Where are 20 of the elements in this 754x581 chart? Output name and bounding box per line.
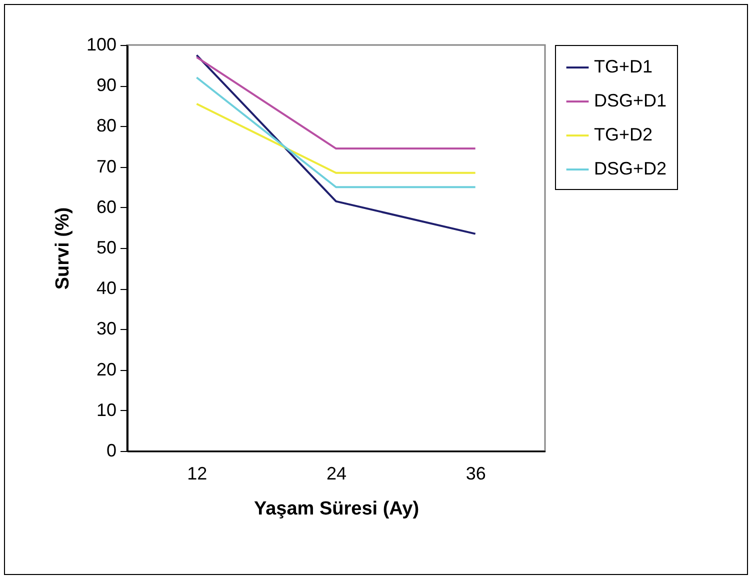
- y-tick-label: 40: [96, 278, 116, 298]
- y-tick-label: 90: [96, 75, 116, 96]
- y-tick-label: 0: [106, 440, 116, 460]
- y-tick-label: 30: [96, 318, 116, 339]
- x-axis-title: Yaşam Süresi (Ay): [254, 498, 420, 520]
- legend-label: TG+D2: [594, 124, 653, 144]
- legend-label: DSG+D1: [594, 90, 667, 110]
- y-tick-label: 60: [96, 196, 116, 217]
- y-tick-label: 70: [96, 156, 116, 176]
- x-tick-label: 24: [326, 464, 347, 484]
- legend-label: DSG+D2: [594, 158, 667, 178]
- y-tick-label: 10: [96, 400, 116, 420]
- legend-label: TG+D1: [594, 56, 653, 76]
- y-tick-label: 80: [96, 116, 116, 136]
- y-tick-label: 50: [96, 238, 116, 258]
- y-tick-label: 100: [86, 34, 116, 54]
- y-tick-label: 20: [96, 359, 116, 380]
- x-tick-label: 12: [187, 464, 208, 484]
- x-tick-label: 36: [466, 464, 486, 484]
- y-axis-title: Survi (%): [52, 207, 74, 290]
